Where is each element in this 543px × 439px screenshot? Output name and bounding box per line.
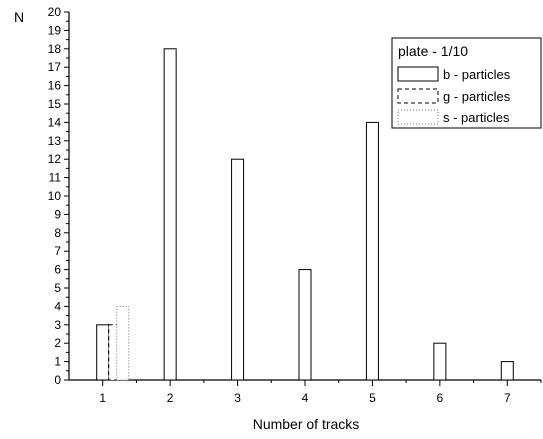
legend-swatch-s <box>397 109 439 125</box>
y-tick-label: 2 <box>54 336 61 350</box>
y-tick-label: 17 <box>48 60 62 74</box>
bars-group <box>96 48 514 381</box>
legend-label-g: g - particles <box>443 89 511 104</box>
x-tick-label: 1 <box>99 391 106 405</box>
legend-label-b: b - particles <box>443 67 511 82</box>
x-axis-ticks: 1 2 3 4 5 6 7 <box>99 380 542 405</box>
y-tick-label: 13 <box>48 134 62 148</box>
x-tick-label: 5 <box>369 391 376 405</box>
bar-b-particles-2 <box>163 48 177 381</box>
bar-s-particles-1 <box>116 305 130 381</box>
x-tick-label: 7 <box>504 391 511 405</box>
y-tick-label: 4 <box>54 299 61 313</box>
legend-label-s: s - particles <box>443 110 510 125</box>
y-tick-label: 18 <box>48 42 62 56</box>
x-tick-label: 2 <box>167 391 174 405</box>
y-tick-label: 12 <box>48 152 62 166</box>
y-tick-label: 6 <box>54 263 61 277</box>
legend-title: plate - 1/10 <box>398 43 468 59</box>
legend-swatch-g <box>397 88 439 104</box>
y-tick-label: 8 <box>54 226 61 240</box>
y-tick-label: 19 <box>48 23 62 37</box>
x-tick-label: 3 <box>234 391 241 405</box>
y-tick-label: 1 <box>54 355 61 369</box>
y-tick-label: 3 <box>54 318 61 332</box>
bar-b-particles-5 <box>365 121 379 381</box>
y-tick-label: 7 <box>54 244 61 258</box>
y-axis-label: N <box>14 9 24 25</box>
y-tick-label: 11 <box>49 171 62 185</box>
y-tick-label: 16 <box>48 79 62 93</box>
bar-b-particles-1 <box>96 324 110 381</box>
y-tick-label: 20 <box>48 5 62 19</box>
y-tick-label: 14 <box>48 115 62 129</box>
legend-swatch-b <box>397 66 439 82</box>
x-axis-label: Number of tracks <box>253 416 360 432</box>
y-tick-label: 5 <box>54 281 61 295</box>
bar-b-particles-6 <box>433 342 447 381</box>
y-tick-label: 15 <box>48 97 62 111</box>
x-tick-label: 4 <box>302 391 309 405</box>
y-tick-label: 9 <box>54 207 61 221</box>
y-tick-label: 10 <box>48 189 62 203</box>
legend: plate - 1/10 b - particles g - particles… <box>391 37 542 129</box>
bar-b-particles-4 <box>298 269 312 381</box>
bar-b-particles-3 <box>231 158 245 381</box>
y-tick-label: 0 <box>54 373 61 387</box>
x-tick-label: 6 <box>437 391 444 405</box>
bar-b-particles-7 <box>500 361 514 381</box>
